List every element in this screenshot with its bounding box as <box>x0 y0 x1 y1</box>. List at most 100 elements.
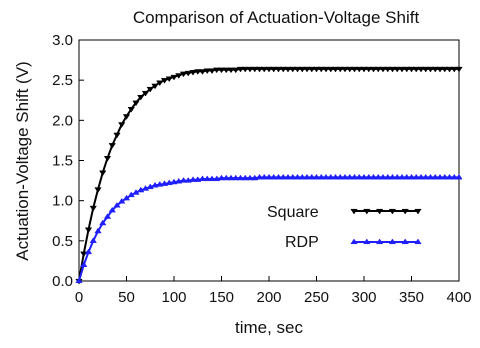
data-point <box>217 67 226 74</box>
data-point <box>274 173 283 180</box>
data-point <box>260 66 268 73</box>
legend-marker <box>375 208 384 215</box>
data-point <box>208 175 216 182</box>
legend-marker <box>414 208 422 215</box>
data-point <box>251 66 259 73</box>
data-point <box>179 71 188 78</box>
y-tick-label: 1.5 <box>52 153 73 170</box>
data-point <box>84 248 93 255</box>
data-point <box>141 90 150 97</box>
legend-marker <box>401 238 409 245</box>
data-point <box>84 227 93 234</box>
data-point <box>246 66 254 73</box>
plot-frame <box>78 39 460 282</box>
data-point <box>113 132 121 139</box>
axis-ticks: 0 50 100 150 200 250 300 350 400 0.0 0.5 1.0 1.5 2.0 2… <box>52 32 471 306</box>
series-group <box>75 66 463 285</box>
legend-marker <box>401 208 409 215</box>
data-point <box>431 66 439 73</box>
data-point <box>232 67 240 74</box>
series-rdp <box>75 173 463 284</box>
data-point <box>322 173 330 180</box>
data-point <box>80 261 88 268</box>
data-point <box>103 213 112 219</box>
data-point <box>450 66 458 73</box>
data-point <box>89 205 97 212</box>
x-tick-label: 200 <box>256 289 281 306</box>
y-tick-label: 3.0 <box>52 32 73 49</box>
data-point <box>341 173 349 180</box>
legend-marker <box>375 238 384 245</box>
data-point <box>293 66 302 73</box>
data-point <box>308 173 316 180</box>
data-point <box>213 67 221 74</box>
data-point <box>407 66 416 73</box>
data-point <box>108 143 116 149</box>
data-point <box>94 227 102 234</box>
data-point <box>445 173 454 180</box>
data-point <box>265 173 273 180</box>
data-point <box>122 114 131 120</box>
data-point <box>317 66 325 73</box>
data-point <box>151 83 159 90</box>
data-point <box>360 66 368 73</box>
data-point <box>436 66 444 73</box>
data-point <box>426 66 435 73</box>
data-point <box>403 66 411 73</box>
data-point <box>118 122 126 128</box>
data-point <box>94 187 102 193</box>
data-point <box>426 173 435 180</box>
data-point <box>331 66 340 73</box>
data-point <box>118 197 126 204</box>
data-point <box>265 66 273 73</box>
data-point <box>246 174 254 181</box>
data-point <box>222 67 230 74</box>
data-point <box>350 173 359 180</box>
data-point <box>270 173 278 180</box>
data-point <box>384 173 392 180</box>
legend-label: RDP <box>285 234 319 251</box>
data-point <box>289 66 297 73</box>
data-point <box>346 66 354 73</box>
data-point <box>89 237 97 243</box>
y-tick-label: 2.5 <box>52 72 73 89</box>
data-point <box>303 173 311 180</box>
data-point <box>417 173 425 180</box>
data-point <box>422 66 430 73</box>
data-point <box>298 66 306 73</box>
data-point <box>350 66 359 73</box>
data-point <box>398 66 406 73</box>
data-point <box>279 173 287 180</box>
data-point <box>227 174 235 181</box>
data-point <box>122 194 131 201</box>
data-point <box>255 66 264 73</box>
y-tick-label: 1.0 <box>52 193 73 210</box>
series-square <box>75 66 463 285</box>
data-point <box>393 173 401 180</box>
data-point <box>308 66 316 73</box>
data-point <box>384 66 392 73</box>
x-tick-label: 50 <box>118 289 135 306</box>
data-point <box>455 66 463 73</box>
data-point <box>369 66 378 73</box>
data-point <box>103 156 112 162</box>
data-point <box>179 177 188 183</box>
data-point <box>284 66 292 73</box>
data-point <box>80 251 88 258</box>
data-point <box>222 174 230 181</box>
data-point <box>355 66 363 73</box>
data-point <box>146 86 154 93</box>
data-point <box>441 173 449 180</box>
data-point <box>127 107 135 113</box>
data-point <box>289 173 297 180</box>
data-point <box>374 66 382 73</box>
data-point <box>284 173 292 180</box>
data-point <box>312 173 321 180</box>
data-point <box>160 78 169 84</box>
data-point <box>274 66 283 73</box>
data-point <box>327 66 335 73</box>
data-point <box>407 173 416 180</box>
data-point <box>108 206 116 213</box>
data-point <box>141 185 150 191</box>
data-point <box>331 173 340 180</box>
